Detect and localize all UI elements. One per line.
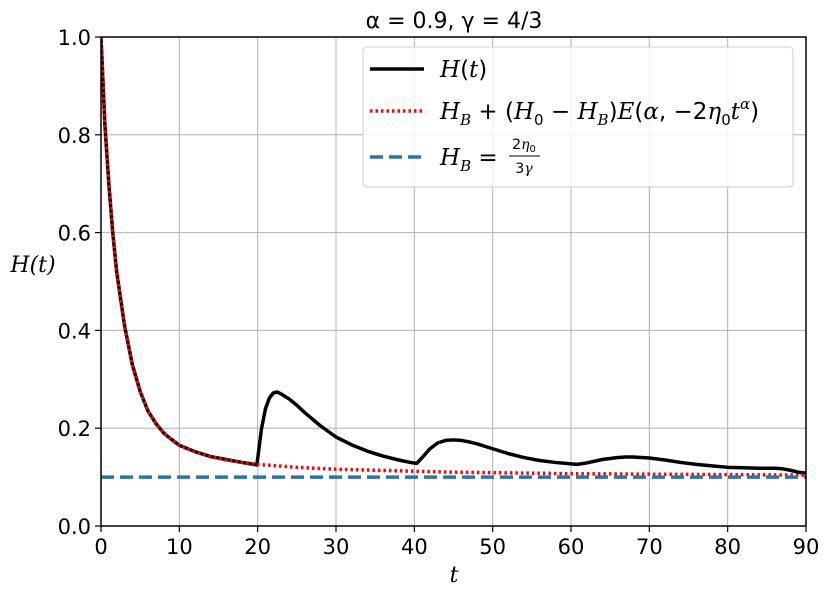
x-tick-label-7: 70	[636, 535, 663, 559]
y-tick-label-4: 0.8	[58, 124, 91, 148]
x-tick-label-5: 50	[479, 535, 506, 559]
y-tick-label-3: 0.6	[58, 222, 91, 246]
legend: H(t) HB + (H0 − HB)E(α, −2η0tα) HB = 2η0…	[362, 46, 794, 188]
x-tick-label-8: 80	[714, 535, 741, 559]
legend-frame	[362, 46, 794, 188]
x-tick-label-1: 10	[166, 535, 193, 559]
fraction-denominator: 3γ	[515, 161, 533, 177]
y-axis-label: H(t)	[9, 253, 55, 278]
x-tick-label-2: 20	[244, 535, 271, 559]
x-tick-label-3: 30	[323, 535, 350, 559]
x-tick-label-4: 40	[401, 535, 428, 559]
legend-entry-mittag-leffler: HB + (H0 − HB)E(α, −2η0tα)	[439, 95, 759, 129]
y-tick-label-0: 0.0	[58, 515, 91, 539]
y-tick-label-2: 0.4	[58, 319, 91, 343]
legend-entry-h: H(t)	[439, 57, 487, 83]
x-tick-label-9: 90	[793, 535, 820, 559]
x-tick-label-0: 0	[94, 535, 107, 559]
series-layer	[101, 37, 806, 479]
x-tick-label-6: 60	[558, 535, 585, 559]
chart-title: α = 0.9, γ = 4/3	[366, 9, 543, 34]
plot-frame	[100, 36, 807, 527]
series-line-1	[101, 37, 806, 477]
ticks: 0 10 20 30 40 50 60 70 80 90 0.0 0.2 0.4 0.6 0.8 1.0	[58, 26, 820, 559]
legend-entry-hb: HB =	[439, 145, 498, 175]
y-tick-label-1: 0.2	[58, 417, 91, 441]
x-axis-label: t	[450, 563, 459, 588]
y-tick-label-5: 1.0	[58, 26, 91, 50]
